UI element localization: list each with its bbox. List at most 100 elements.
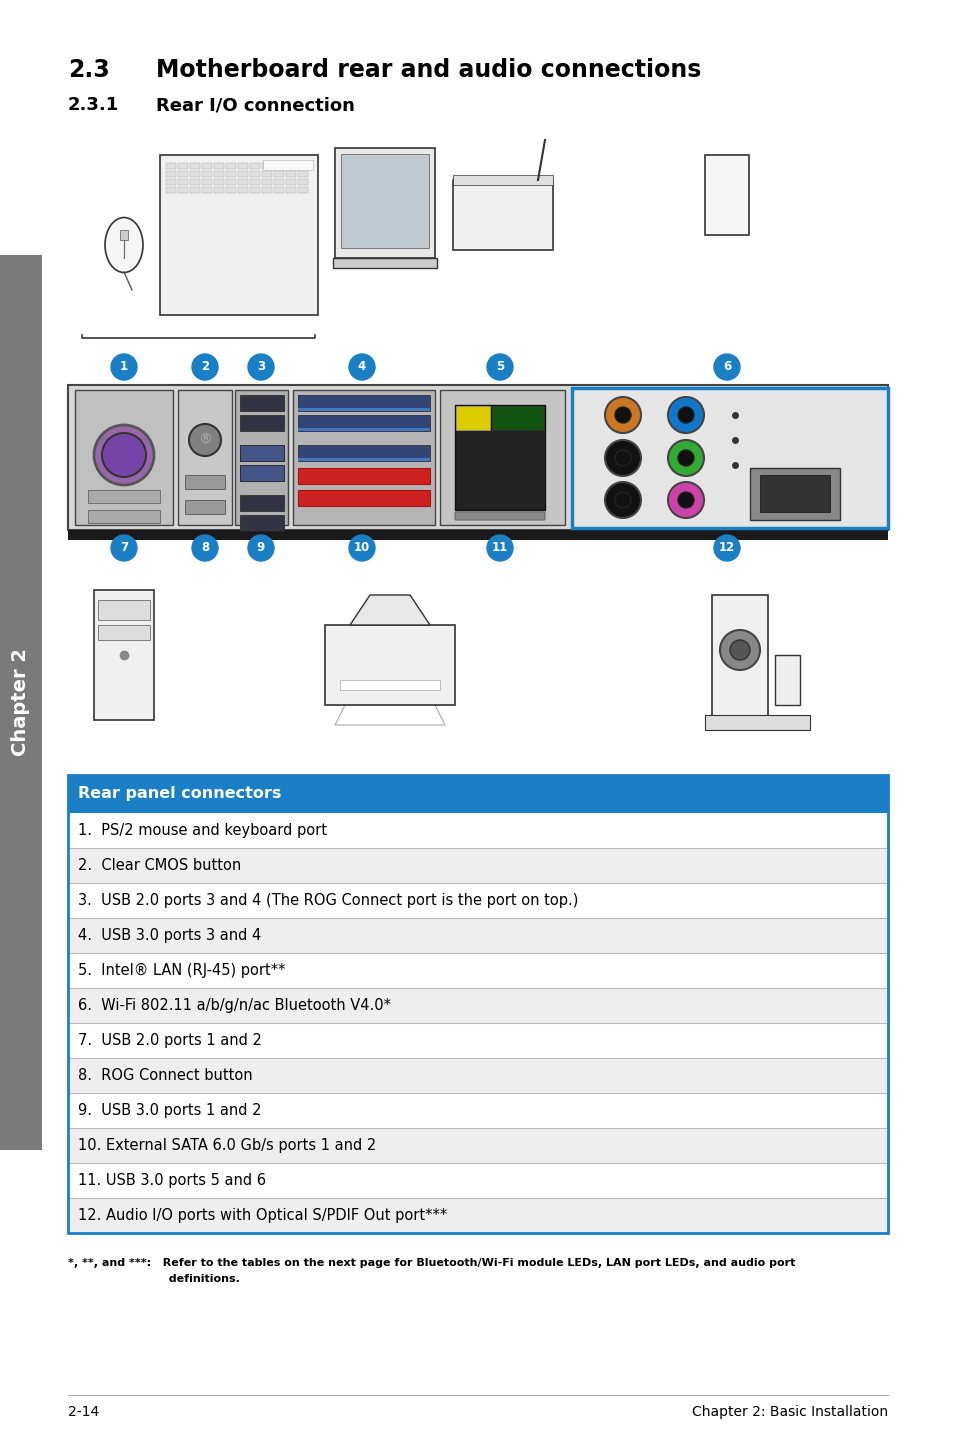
Bar	[190, 162, 200, 170]
Bar	[213, 162, 224, 170]
Text: 2.  Clear CMOS button: 2. Clear CMOS button	[78, 858, 241, 873]
Bar	[455, 512, 544, 521]
Bar	[297, 395, 430, 411]
Bar	[68, 1163, 887, 1198]
Bar	[286, 171, 295, 177]
Circle shape	[102, 433, 146, 477]
Text: Rear I/O connection: Rear I/O connection	[156, 96, 355, 114]
Text: 1.  PS/2 mouse and keyboard port: 1. PS/2 mouse and keyboard port	[78, 823, 327, 838]
Circle shape	[604, 397, 640, 433]
Bar	[250, 187, 260, 193]
Bar	[250, 178, 260, 186]
Circle shape	[678, 407, 693, 423]
Circle shape	[667, 397, 703, 433]
Text: 9.  USB 3.0 ports 1 and 2: 9. USB 3.0 ports 1 and 2	[78, 1103, 261, 1117]
Bar	[166, 187, 175, 193]
Bar	[68, 1058, 887, 1093]
Bar	[274, 171, 284, 177]
Bar	[237, 162, 248, 170]
Circle shape	[667, 482, 703, 518]
Bar	[213, 171, 224, 177]
Text: Rear panel connectors: Rear panel connectors	[78, 787, 281, 801]
Bar	[250, 162, 260, 170]
Bar	[263, 160, 313, 170]
Text: 2.3: 2.3	[68, 58, 110, 82]
Text: Chapter 2: Chapter 2	[11, 649, 30, 756]
Bar	[286, 162, 295, 170]
Bar	[339, 680, 439, 690]
Bar	[455, 406, 544, 510]
Bar	[335, 148, 435, 257]
Text: 1: 1	[120, 361, 128, 374]
Text: 10. External SATA 6.0 Gb/s ports 1 and 2: 10. External SATA 6.0 Gb/s ports 1 and 2	[78, 1137, 375, 1153]
Bar	[178, 178, 188, 186]
Bar	[340, 154, 429, 247]
Bar	[98, 600, 150, 620]
Bar	[88, 490, 160, 503]
Bar	[704, 715, 809, 731]
Text: 2-14: 2-14	[68, 1405, 99, 1419]
Bar	[240, 444, 284, 462]
Text: 12: 12	[719, 542, 735, 555]
Bar	[572, 388, 887, 528]
Bar	[749, 467, 840, 521]
Polygon shape	[350, 595, 430, 626]
Bar	[297, 457, 430, 462]
Bar	[190, 171, 200, 177]
Circle shape	[192, 535, 218, 561]
Bar	[297, 171, 308, 177]
Bar	[240, 495, 284, 510]
Text: 7: 7	[120, 542, 128, 555]
Bar	[68, 1198, 887, 1232]
Bar	[68, 812, 887, 848]
Bar	[75, 390, 172, 525]
Bar	[297, 490, 430, 506]
Bar	[166, 178, 175, 186]
Bar	[226, 171, 235, 177]
Bar	[226, 187, 235, 193]
Text: 4.  USB 3.0 ports 3 and 4: 4. USB 3.0 ports 3 and 4	[78, 928, 261, 943]
Bar	[297, 416, 430, 431]
Bar	[250, 171, 260, 177]
Bar	[202, 162, 212, 170]
Bar	[274, 187, 284, 193]
Bar	[68, 917, 887, 953]
Bar	[68, 953, 887, 988]
Bar	[293, 390, 435, 525]
Bar	[453, 175, 553, 186]
Circle shape	[713, 535, 740, 561]
Circle shape	[729, 640, 749, 660]
Bar	[297, 429, 430, 431]
Circle shape	[486, 354, 513, 380]
Bar	[262, 162, 272, 170]
Bar	[237, 178, 248, 186]
Bar	[704, 155, 748, 234]
Bar	[0, 255, 42, 1150]
Circle shape	[615, 407, 630, 423]
Bar	[774, 654, 800, 705]
Bar	[202, 187, 212, 193]
Bar	[455, 512, 544, 521]
Bar	[226, 162, 235, 170]
Bar	[166, 171, 175, 177]
Bar	[120, 230, 128, 240]
Bar	[213, 187, 224, 193]
Text: 6: 6	[722, 361, 730, 374]
Bar	[240, 515, 284, 531]
Bar	[98, 626, 150, 640]
Bar	[274, 162, 284, 170]
Text: 10: 10	[354, 542, 370, 555]
Text: 2: 2	[201, 361, 209, 374]
Bar	[453, 180, 553, 250]
Bar	[202, 178, 212, 186]
Bar	[274, 178, 284, 186]
Bar	[178, 162, 188, 170]
Bar	[178, 187, 188, 193]
Text: *, **, and ***:   Refer to the tables on the next page for Bluetooth/Wi-Fi modul: *, **, and ***: Refer to the tables on t…	[68, 1258, 795, 1268]
Bar	[234, 390, 288, 525]
Text: 9: 9	[256, 542, 265, 555]
Text: definitions.: definitions.	[68, 1274, 239, 1284]
Bar	[297, 467, 430, 485]
Circle shape	[349, 535, 375, 561]
Bar	[262, 178, 272, 186]
